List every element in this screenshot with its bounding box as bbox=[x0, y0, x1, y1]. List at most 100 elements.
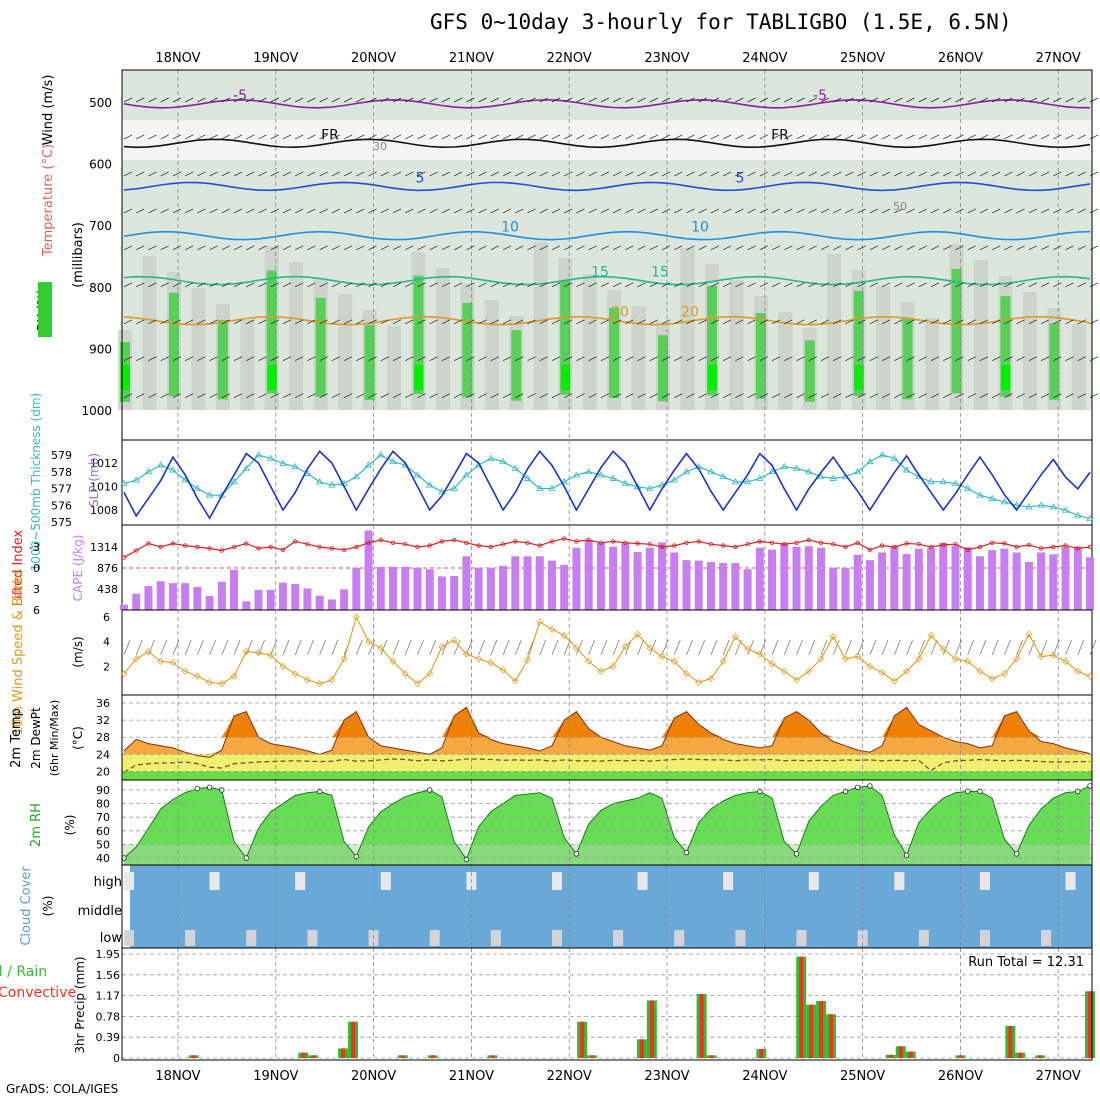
upper-wind-barb bbox=[784, 208, 793, 214]
wind10-barb bbox=[478, 639, 485, 656]
upper-wind-barb bbox=[784, 245, 793, 251]
thickness-point bbox=[609, 474, 617, 481]
wind10-point bbox=[951, 655, 959, 663]
wind10-point bbox=[756, 650, 764, 658]
upper-wind-barb bbox=[197, 282, 206, 288]
upper-wind-barb bbox=[833, 393, 842, 398]
rh-contour-label: 30 bbox=[373, 140, 387, 153]
lifted-index-point bbox=[366, 540, 371, 545]
wind10-barb bbox=[184, 639, 192, 656]
upper-wind-barb bbox=[221, 245, 230, 251]
wind10-point bbox=[670, 657, 678, 665]
upper-wind-barb bbox=[771, 282, 781, 288]
upper-wind-barb bbox=[723, 356, 732, 362]
upper-wind-barb bbox=[184, 393, 194, 398]
thickness-point bbox=[279, 459, 287, 466]
lifted-index-point bbox=[464, 540, 469, 545]
wind10-barb bbox=[307, 639, 314, 656]
upper-wind-barb bbox=[551, 171, 561, 177]
upper-wind-barb bbox=[612, 245, 622, 251]
upper-wind-barb bbox=[356, 282, 365, 288]
slp-axis-label: SLP (mb) bbox=[87, 453, 101, 507]
upper-wind-barb bbox=[148, 282, 157, 288]
lifted-index-point bbox=[647, 542, 652, 547]
upper-wind-barb bbox=[453, 282, 463, 288]
upper-wind-barb bbox=[331, 393, 341, 398]
lifted-index-point bbox=[769, 540, 775, 545]
rh-shade-gray bbox=[533, 242, 548, 410]
upper-wind-barb bbox=[845, 393, 854, 398]
isotherm-line bbox=[123, 275, 1091, 286]
cape-bar bbox=[168, 583, 177, 610]
upper-wind-barb bbox=[172, 356, 182, 362]
rh-dry-band bbox=[122, 120, 1092, 160]
upper-wind-barb bbox=[148, 356, 157, 362]
isotherm-label: 10 bbox=[691, 220, 709, 236]
upper-wind-barb bbox=[894, 356, 903, 362]
upper-wind-barb bbox=[820, 171, 830, 177]
upper-wind-barb bbox=[539, 282, 548, 288]
upper-wind-barb bbox=[930, 245, 940, 251]
upper-wind-barb bbox=[551, 208, 561, 214]
cape-bar bbox=[327, 599, 336, 610]
lifted-index-point bbox=[733, 544, 738, 550]
upper-wind-barb bbox=[295, 319, 304, 325]
upper-wind-barb bbox=[674, 393, 683, 398]
upper-wind-barb bbox=[600, 319, 610, 325]
upper-wind-barb bbox=[295, 134, 304, 140]
upper-wind-barb bbox=[796, 282, 805, 288]
upper-wind-barb bbox=[123, 245, 133, 251]
upper-wind-barb bbox=[637, 245, 646, 251]
upper-wind-barb bbox=[808, 282, 817, 288]
upper-wind-barb bbox=[1065, 134, 1074, 140]
upper-wind-barb bbox=[453, 171, 463, 177]
upper-wind-barb bbox=[441, 171, 451, 177]
wind10-barb bbox=[808, 639, 816, 656]
rh2m-point bbox=[793, 851, 800, 857]
cape-bar bbox=[499, 565, 508, 610]
bottom-date-label: 26NOV bbox=[938, 1069, 983, 1084]
upper-wind-barb bbox=[209, 245, 218, 251]
upper-wind-barb bbox=[295, 171, 304, 177]
precip-convective-bar bbox=[1088, 991, 1092, 1058]
upper-wind-barb bbox=[1028, 97, 1038, 103]
upper-wind-barb bbox=[441, 134, 451, 140]
lifted-tick-label: 3 bbox=[33, 583, 40, 596]
upper-wind-barb bbox=[625, 245, 634, 251]
top-date-label: 24NOV bbox=[742, 51, 787, 66]
temp-band-yellow bbox=[122, 754, 1092, 772]
upper-wind-barb bbox=[992, 208, 1001, 214]
pressure-tick-label: 1000 bbox=[81, 404, 112, 418]
upper-wind-barb bbox=[417, 393, 426, 398]
upper-wind-barb bbox=[502, 171, 512, 177]
bottom-date-label: 25NOV bbox=[840, 1069, 885, 1084]
wind10-point bbox=[682, 670, 690, 678]
upper-wind-barb bbox=[906, 319, 915, 325]
thickness-point bbox=[462, 471, 471, 478]
wind10-point bbox=[389, 657, 397, 665]
upper-wind-barb bbox=[674, 134, 683, 140]
wind10-barb bbox=[1016, 639, 1023, 656]
cape-bar bbox=[389, 566, 398, 610]
cape-bar bbox=[560, 564, 569, 610]
wind10-point bbox=[1049, 651, 1057, 659]
wind10-axis-label: 10m Wind Speed & Barbs bbox=[11, 569, 26, 736]
upper-wind-barb bbox=[735, 208, 744, 214]
upper-wind-barb bbox=[784, 282, 793, 288]
upper-wind-barb bbox=[906, 134, 915, 140]
wind10-point bbox=[267, 651, 275, 659]
upper-wind-barb bbox=[1004, 171, 1013, 177]
wind10-barb bbox=[490, 639, 498, 656]
cloud-low-bar bbox=[246, 930, 257, 946]
upper-wind-barb bbox=[881, 171, 891, 177]
upper-wind-barb bbox=[1028, 282, 1038, 288]
upper-wind-barb bbox=[1065, 245, 1074, 251]
lifted-index-point bbox=[1087, 544, 1093, 550]
upper-wind-barb bbox=[466, 97, 475, 103]
upper-wind-barb bbox=[600, 171, 610, 177]
upper-wind-barb bbox=[1040, 245, 1050, 251]
precip-convective-bar bbox=[639, 1039, 644, 1058]
upper-wind-barb bbox=[833, 319, 842, 325]
wind10-barb bbox=[637, 639, 644, 656]
upper-wind-barb bbox=[148, 97, 157, 103]
